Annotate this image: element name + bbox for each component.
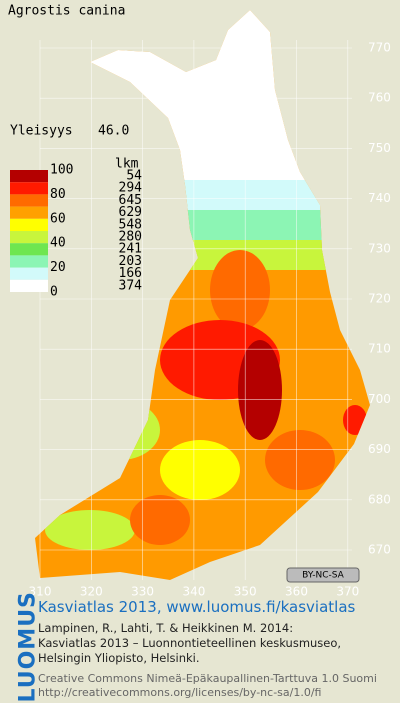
grid-label: 710 bbox=[368, 342, 391, 356]
badge bbox=[286, 567, 360, 583]
grid-label: 740 bbox=[368, 191, 391, 205]
license-line: http://creativecommons.org/licenses/by-n… bbox=[38, 686, 322, 699]
grid-label: 360 bbox=[285, 585, 308, 599]
legend-scale: 100 bbox=[50, 163, 73, 178]
legend-swatch bbox=[10, 218, 48, 231]
citation-line: Lampinen, R., Lahti, T. & Heikkinen M. 2… bbox=[38, 621, 294, 635]
grid-label: 770 bbox=[368, 41, 391, 55]
grid-label: 690 bbox=[368, 442, 391, 456]
legend-scale: 60 bbox=[50, 211, 66, 226]
legend-swatch bbox=[10, 170, 48, 183]
grid-label: 760 bbox=[368, 91, 391, 105]
grid-label: 730 bbox=[368, 241, 391, 255]
grid-label: 310 bbox=[29, 585, 52, 599]
legend-count: 54 bbox=[126, 169, 142, 184]
legend-swatch bbox=[10, 182, 48, 195]
legend-count: 629 bbox=[119, 205, 142, 220]
legend-scale: 80 bbox=[50, 187, 66, 202]
logo: LUOMUS bbox=[15, 591, 41, 703]
title: Agrostis canina bbox=[8, 4, 125, 19]
legend-scale: 20 bbox=[50, 260, 66, 275]
grid-label: 680 bbox=[368, 492, 391, 506]
legend-count: 294 bbox=[119, 181, 143, 196]
legend-count: 548 bbox=[119, 217, 142, 232]
legend-count: 374 bbox=[119, 278, 143, 293]
legend-swatch bbox=[10, 206, 48, 219]
citation-line: Helsingin Yliopisto, Helsinki. bbox=[38, 651, 200, 665]
legend-scale: 40 bbox=[50, 236, 66, 251]
legend-swatch bbox=[10, 243, 48, 256]
grid-label: 370 bbox=[336, 585, 359, 599]
legend-swatch bbox=[10, 267, 48, 280]
footer: Kasviatlas 2013, www.luomus.fi/kasviatla… bbox=[38, 600, 398, 700]
legend-swatch bbox=[10, 194, 48, 207]
legend-count: 280 bbox=[119, 230, 142, 245]
grid-label: 340 bbox=[182, 585, 205, 599]
license-line: Creative Commons Nimeä-Epäkaupallinen-Ta… bbox=[38, 672, 377, 685]
legend-swatch bbox=[10, 255, 48, 268]
map: 770 760 750 740 730 720 710 700 690 680 670 310 320 3… bbox=[8, 4, 391, 599]
grid-label: 350 bbox=[234, 585, 257, 599]
grid-label: 670 bbox=[368, 543, 391, 557]
grid-label: 700 bbox=[368, 392, 391, 406]
grid-label: 720 bbox=[368, 292, 391, 306]
legend-swatch bbox=[10, 279, 48, 292]
legend-count: 203 bbox=[119, 254, 142, 269]
frequency-label: Yleisyys bbox=[10, 124, 73, 139]
grid-label: 330 bbox=[131, 585, 154, 599]
frequency-value: 46.0 bbox=[98, 124, 129, 139]
citation-line: Kasviatlas 2013 – Luonnontieteellinen ke… bbox=[38, 636, 342, 650]
grid-label: 750 bbox=[368, 141, 391, 155]
distribution bbox=[35, 10, 370, 580]
legend-count: 166 bbox=[119, 266, 142, 281]
legend-swatch bbox=[10, 231, 48, 244]
legend-count: 645 bbox=[119, 193, 142, 208]
legend-scale: 0 bbox=[50, 285, 58, 300]
grid-label: 320 bbox=[80, 585, 103, 599]
legend-header: lkm bbox=[115, 157, 139, 172]
link[interactable]: Kasviatlas 2013, www.luomus.fi/kasviatla… bbox=[38, 598, 356, 616]
badge-text: BY-NC-SA bbox=[302, 571, 345, 581]
legend-count: 241 bbox=[119, 242, 142, 257]
